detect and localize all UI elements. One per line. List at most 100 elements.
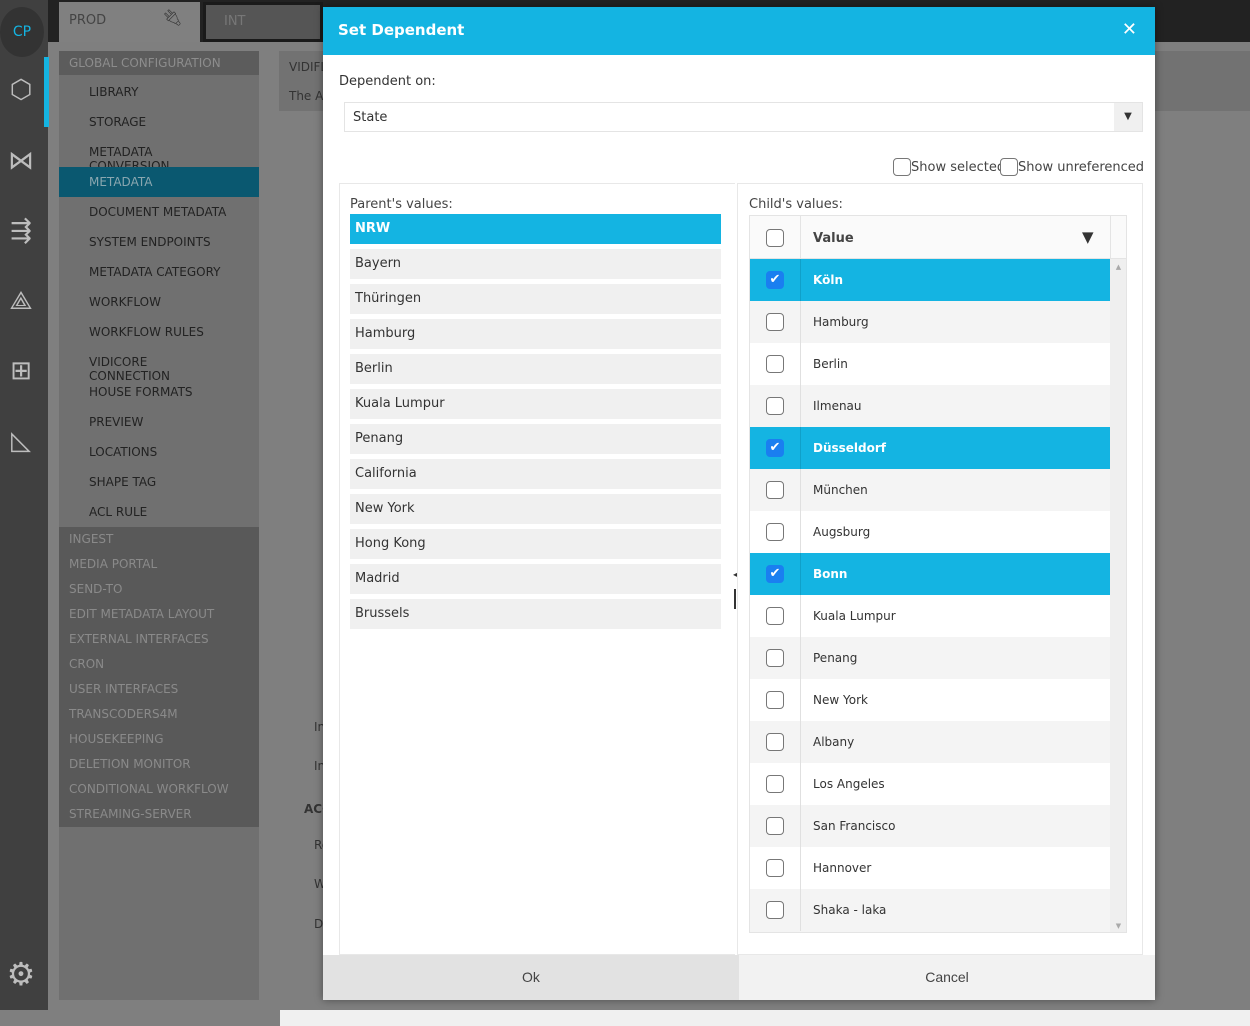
child-value-row[interactable]: ✔ Köln xyxy=(750,259,1110,301)
nav-item[interactable]: VIDICORE CONNECTION xyxy=(89,355,171,383)
nav-item[interactable]: METADATA xyxy=(59,167,259,197)
row-checkbox[interactable] xyxy=(766,775,784,793)
flow-icon[interactable]: ⇶ xyxy=(10,216,32,246)
nav-item[interactable]: METADATA CATEGORY xyxy=(89,265,221,279)
triangle-tool-icon[interactable]: ◺ xyxy=(11,426,31,456)
row-checkbox[interactable] xyxy=(766,901,784,919)
nav-section[interactable]: STREAMING-SERVER xyxy=(69,807,192,821)
nav-section[interactable]: CRON xyxy=(69,657,105,671)
row-checkbox-cell xyxy=(750,301,801,343)
row-checkbox[interactable] xyxy=(766,817,784,835)
parent-value-item[interactable]: Bayern xyxy=(350,249,721,279)
row-checkbox[interactable]: ✔ xyxy=(766,565,784,583)
row-checkbox[interactable] xyxy=(766,313,784,331)
splitter-handle[interactable] xyxy=(734,589,736,609)
row-checkbox[interactable] xyxy=(766,733,784,751)
close-icon[interactable]: ✕ xyxy=(1121,19,1137,40)
nav-item[interactable]: WORKFLOW xyxy=(89,295,161,309)
nav-item[interactable]: ACL RULE xyxy=(89,505,148,519)
child-value-row[interactable]: New York xyxy=(750,679,1110,721)
child-value-row[interactable]: San Francisco xyxy=(750,805,1110,847)
nav-section[interactable]: MEDIA PORTAL xyxy=(69,557,158,571)
row-checkbox[interactable] xyxy=(766,481,784,499)
workflow-icon[interactable]: ⟁ xyxy=(9,286,33,316)
parent-value-item[interactable]: Hong Kong xyxy=(350,529,721,559)
cubes-icon[interactable]: ⬡ xyxy=(9,75,33,105)
nav-section[interactable]: TRANSCODERS4M xyxy=(69,707,178,721)
checkbox[interactable] xyxy=(1000,158,1018,176)
row-checkbox[interactable] xyxy=(766,859,784,877)
row-checkbox[interactable] xyxy=(766,607,784,625)
child-value-row[interactable]: Penang xyxy=(750,637,1110,679)
network-icon[interactable]: ⋈ xyxy=(8,146,34,176)
nav-section[interactable]: EXTERNAL INTERFACES xyxy=(69,632,209,646)
child-value-row[interactable]: Ilmenau xyxy=(750,385,1110,427)
splitter-collapse-icon[interactable]: ◂ xyxy=(733,570,738,579)
nav-item[interactable]: METADATA CONVERSION xyxy=(89,145,170,173)
row-checkbox[interactable] xyxy=(766,649,784,667)
child-value-row[interactable]: Hamburg xyxy=(750,301,1110,343)
nav-item[interactable]: PREVIEW xyxy=(89,415,144,429)
row-checkbox[interactable]: ✔ xyxy=(766,439,784,457)
nav-group-header[interactable]: GLOBAL CONFIGURATION xyxy=(59,51,259,75)
child-value-row[interactable]: München xyxy=(750,469,1110,511)
parent-value-item[interactable]: Madrid xyxy=(350,564,721,594)
row-checkbox-cell xyxy=(750,595,801,637)
child-value-row[interactable]: ✔ Bonn xyxy=(750,553,1110,595)
parent-value-item[interactable]: Kuala Lumpur xyxy=(350,389,721,419)
parent-value-item[interactable]: Penang xyxy=(350,424,721,454)
child-value-row[interactable]: Shaka - laka xyxy=(750,889,1110,931)
parent-value-item[interactable]: Brussels xyxy=(350,599,721,629)
nav-item[interactable]: LOCATIONS xyxy=(89,445,158,459)
app-logo[interactable]: CP xyxy=(0,7,44,57)
child-value: Hamburg xyxy=(813,315,869,329)
child-value-row[interactable]: Kuala Lumpur xyxy=(750,595,1110,637)
connector-icon[interactable]: ⊞ xyxy=(10,356,32,386)
parent-value-item[interactable]: California xyxy=(350,459,721,489)
nav-section[interactable]: DELETION MONITOR xyxy=(69,757,191,771)
parent-value-item[interactable]: Berlin xyxy=(350,354,721,384)
child-value-row[interactable]: Albany xyxy=(750,721,1110,763)
tab-prod[interactable]: PROD xyxy=(59,2,200,42)
row-checkbox[interactable] xyxy=(766,397,784,415)
nav-item[interactable]: LIBRARY xyxy=(89,85,139,99)
filter-icon[interactable]: ▼ xyxy=(1082,228,1094,246)
nav-section[interactable]: SEND-TO xyxy=(69,582,123,596)
row-checkbox[interactable] xyxy=(766,691,784,709)
nav-section[interactable]: CONDITIONAL WORKFLOW xyxy=(69,782,229,796)
show-unreferenced-checkbox[interactable]: Show unreferenced xyxy=(1000,158,1144,176)
nav-item[interactable]: HOUSE FORMATS xyxy=(89,385,193,399)
parent-value-item[interactable]: Thüringen xyxy=(350,284,721,314)
nav-item[interactable]: SHAPE TAG xyxy=(89,475,157,489)
parent-value-item[interactable]: NRW xyxy=(350,214,721,244)
nav-item[interactable]: WORKFLOW RULES xyxy=(89,325,204,339)
select-all-checkbox[interactable] xyxy=(766,228,784,247)
tab-int[interactable]: INT xyxy=(203,2,323,42)
grid-scrollbar[interactable]: ▲ ▼ xyxy=(1110,259,1126,932)
nav-item[interactable]: SYSTEM ENDPOINTS xyxy=(89,235,211,249)
child-value-row[interactable]: Augsburg xyxy=(750,511,1110,553)
value-column-header[interactable]: Value xyxy=(813,231,854,246)
nav-section[interactable]: EDIT METADATA LAYOUT xyxy=(69,607,215,621)
dependent-on-select[interactable]: State ▼ xyxy=(344,102,1143,132)
child-value-row[interactable]: ✔ Düsseldorf xyxy=(750,427,1110,469)
row-checkbox[interactable] xyxy=(766,523,784,541)
checkbox[interactable] xyxy=(893,158,911,176)
child-value-row[interactable]: Berlin xyxy=(750,343,1110,385)
show-selected-checkbox[interactable]: Show selected xyxy=(893,158,1005,176)
chevron-down-icon[interactable]: ▼ xyxy=(1114,103,1142,131)
gears-icon[interactable]: ⚙ xyxy=(6,955,36,993)
parent-value-item[interactable]: New York xyxy=(350,494,721,524)
nav-section[interactable]: INGEST xyxy=(69,532,114,546)
nav-item[interactable]: DOCUMENT METADATA xyxy=(89,205,227,219)
cancel-button[interactable]: Cancel xyxy=(739,955,1155,1000)
nav-section[interactable]: HOUSEKEEPING xyxy=(69,732,164,746)
nav-item[interactable]: STORAGE xyxy=(89,115,147,129)
row-checkbox[interactable] xyxy=(766,355,784,373)
parent-value-item[interactable]: Hamburg xyxy=(350,319,721,349)
ok-button[interactable]: Ok xyxy=(323,955,739,1000)
child-value-row[interactable]: Hannover xyxy=(750,847,1110,889)
row-checkbox[interactable]: ✔ xyxy=(766,271,784,289)
child-value-row[interactable]: Los Angeles xyxy=(750,763,1110,805)
nav-section[interactable]: USER INTERFACES xyxy=(69,682,179,696)
